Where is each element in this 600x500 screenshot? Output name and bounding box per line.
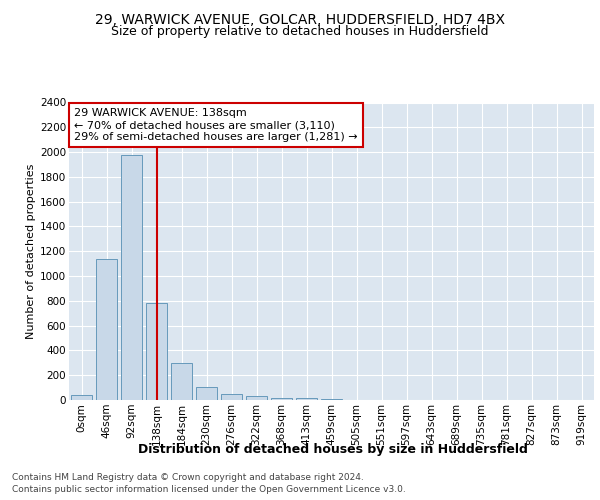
Text: 29 WARWICK AVENUE: 138sqm
← 70% of detached houses are smaller (3,110)
29% of se: 29 WARWICK AVENUE: 138sqm ← 70% of detac… [74, 108, 358, 142]
Bar [271, 398, 292, 400]
Text: Contains HM Land Registry data © Crown copyright and database right 2024.: Contains HM Land Registry data © Crown c… [12, 472, 364, 482]
Bar [246, 396, 267, 400]
Bar [146, 304, 167, 400]
Bar [296, 398, 317, 400]
Text: Contains public sector information licensed under the Open Government Licence v3: Contains public sector information licen… [12, 485, 406, 494]
Y-axis label: Number of detached properties: Number of detached properties [26, 164, 36, 339]
Text: Size of property relative to detached houses in Huddersfield: Size of property relative to detached ho… [111, 25, 489, 38]
Bar [171, 363, 192, 400]
Bar [96, 258, 117, 400]
Text: Distribution of detached houses by size in Huddersfield: Distribution of detached houses by size … [138, 442, 528, 456]
Bar [196, 387, 217, 400]
Bar [71, 395, 92, 400]
Bar [221, 394, 242, 400]
Bar [121, 154, 142, 400]
Text: 29, WARWICK AVENUE, GOLCAR, HUDDERSFIELD, HD7 4BX: 29, WARWICK AVENUE, GOLCAR, HUDDERSFIELD… [95, 12, 505, 26]
